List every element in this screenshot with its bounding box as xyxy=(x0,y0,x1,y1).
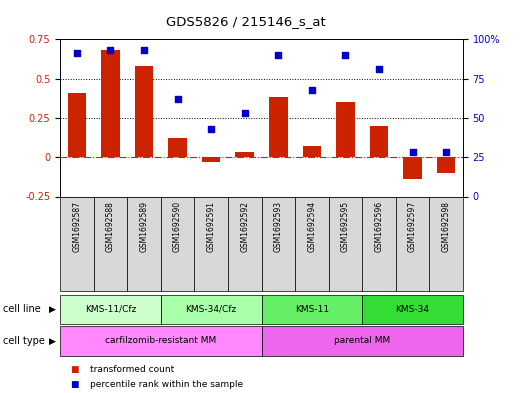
Point xyxy=(73,50,81,57)
Bar xyxy=(362,196,396,291)
Bar xyxy=(135,66,153,157)
Bar xyxy=(336,102,355,157)
Bar xyxy=(396,196,429,291)
Text: GSM1692587: GSM1692587 xyxy=(72,201,82,252)
Bar xyxy=(168,138,187,157)
Bar xyxy=(370,126,388,157)
Text: ▶: ▶ xyxy=(49,305,56,314)
Text: cell type: cell type xyxy=(3,336,44,346)
Bar xyxy=(195,196,228,291)
Bar xyxy=(403,157,422,179)
Bar xyxy=(328,196,362,291)
Text: KMS-34/Cfz: KMS-34/Cfz xyxy=(186,305,237,314)
Bar xyxy=(228,196,262,291)
Bar xyxy=(295,196,328,291)
Bar xyxy=(60,196,94,291)
Bar xyxy=(362,295,463,324)
Point xyxy=(174,96,182,102)
Text: carfilzomib-resistant MM: carfilzomib-resistant MM xyxy=(105,336,217,345)
Point xyxy=(408,149,417,156)
Bar xyxy=(60,326,262,356)
Text: GSM1692588: GSM1692588 xyxy=(106,201,115,252)
Bar xyxy=(429,196,463,291)
Point xyxy=(241,110,249,116)
Text: parental MM: parental MM xyxy=(334,336,390,345)
Point xyxy=(375,66,383,72)
Text: cell line: cell line xyxy=(3,305,40,314)
Text: GSM1692591: GSM1692591 xyxy=(207,201,215,252)
Text: GSM1692595: GSM1692595 xyxy=(341,201,350,252)
Bar xyxy=(235,152,254,157)
Text: ■: ■ xyxy=(71,380,79,389)
Bar xyxy=(60,295,161,324)
Text: ■: ■ xyxy=(71,365,79,374)
Bar xyxy=(262,196,295,291)
Bar xyxy=(202,157,220,162)
Point xyxy=(274,52,282,58)
Text: KMS-34: KMS-34 xyxy=(395,305,429,314)
Point xyxy=(442,149,450,156)
Bar xyxy=(262,295,362,324)
Text: GDS5826 / 215146_s_at: GDS5826 / 215146_s_at xyxy=(166,15,326,28)
Text: ▶: ▶ xyxy=(49,336,56,345)
Bar xyxy=(161,196,195,291)
Bar xyxy=(269,97,288,157)
Text: GSM1692593: GSM1692593 xyxy=(274,201,283,252)
Bar xyxy=(94,196,127,291)
Point xyxy=(341,52,349,58)
Bar xyxy=(437,157,456,173)
Bar xyxy=(67,93,86,157)
Text: percentile rank within the sample: percentile rank within the sample xyxy=(90,380,244,389)
Point xyxy=(140,47,148,53)
Text: GSM1692598: GSM1692598 xyxy=(441,201,451,252)
Text: GSM1692590: GSM1692590 xyxy=(173,201,182,252)
Text: GSM1692596: GSM1692596 xyxy=(374,201,383,252)
Text: KMS-11/Cfz: KMS-11/Cfz xyxy=(85,305,136,314)
Text: KMS-11: KMS-11 xyxy=(295,305,329,314)
Bar xyxy=(262,326,463,356)
Text: GSM1692594: GSM1692594 xyxy=(308,201,316,252)
Text: transformed count: transformed count xyxy=(90,365,175,374)
Text: GSM1692597: GSM1692597 xyxy=(408,201,417,252)
Bar xyxy=(303,146,321,157)
Bar xyxy=(161,295,262,324)
Text: GSM1692592: GSM1692592 xyxy=(240,201,249,252)
Point xyxy=(106,47,115,53)
Point xyxy=(207,126,215,132)
Bar xyxy=(127,196,161,291)
Point xyxy=(308,86,316,93)
Bar xyxy=(101,50,120,157)
Text: GSM1692589: GSM1692589 xyxy=(140,201,149,252)
